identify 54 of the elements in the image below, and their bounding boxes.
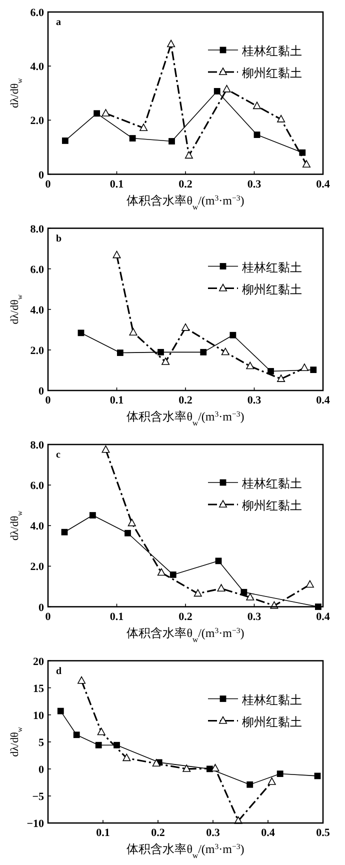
y-tick-label: 0 bbox=[38, 602, 44, 614]
y-tick-label: 2.0 bbox=[30, 561, 44, 574]
y-tick-label: 20 bbox=[33, 656, 44, 668]
x-tick-label: 0.2 bbox=[178, 178, 193, 190]
x-tick-label: 0.5 bbox=[316, 827, 330, 839]
y-tick-label: 0 bbox=[38, 764, 44, 776]
y-tick-label: 8.0 bbox=[30, 440, 44, 452]
legend-label: 柳州红黏土 bbox=[242, 498, 302, 512]
text: a bbox=[56, 17, 61, 28]
x-axis-title: 体积含水率θ$_{w}$/(m$^{3}$·m$^{−3}$) bbox=[126, 409, 244, 427]
x-tick-label: 0.2 bbox=[151, 827, 166, 839]
legend-label: 桂林红黏土 bbox=[241, 476, 302, 490]
x-axis-title: 体积含水率θ$_{w}$/(m$^{3}$·m$^{−3}$) bbox=[126, 192, 244, 211]
legend-label: 桂林红黏土 bbox=[241, 260, 302, 274]
x-tick-label: 0.1 bbox=[110, 394, 124, 406]
x-tick-label: 0.1 bbox=[110, 610, 124, 623]
text: d bbox=[56, 666, 62, 677]
y-tick-label: 6.0 bbox=[30, 264, 44, 276]
legend-label: 柳州红黏土 bbox=[242, 66, 302, 80]
y-tick-label: 10 bbox=[33, 710, 44, 722]
x-tick-label: 0.3 bbox=[247, 610, 262, 623]
text: c bbox=[56, 450, 61, 460]
x-tick-label: 0.2 bbox=[178, 394, 193, 406]
x-axis-title: 体积含水率θ$_{w}$/(m$^{3}$·m$^{−3}$) bbox=[126, 625, 244, 644]
y-tick-label: 4.0 bbox=[30, 520, 44, 533]
x-tick-label: 0.3 bbox=[247, 394, 262, 406]
x-tick-label: 0.1 bbox=[110, 178, 124, 190]
y-tick-label: 5 bbox=[38, 736, 44, 749]
y-tick-label: 2.0 bbox=[30, 344, 44, 357]
x-tick-label: 0.4 bbox=[261, 827, 276, 839]
text: b bbox=[56, 233, 62, 244]
x-tick-label: 0.1 bbox=[96, 827, 110, 839]
legend-label: 柳州红黏土 bbox=[242, 714, 302, 729]
y-tick-label: 0 bbox=[38, 386, 44, 398]
y-tick-label: 4.0 bbox=[30, 304, 44, 316]
y-tick-label: 0 bbox=[38, 169, 44, 182]
x-tick-label: 0.4 bbox=[316, 178, 330, 190]
y-tick-label: 8.0 bbox=[30, 223, 44, 236]
x-tick-label: 0.4 bbox=[316, 394, 330, 406]
x-tick-label: 0.3 bbox=[247, 178, 262, 190]
legend-label: 桂林红黏土 bbox=[241, 44, 302, 58]
y-tick-label: 6.0 bbox=[30, 7, 44, 19]
x-tick-label: 0.3 bbox=[206, 827, 220, 839]
y-tick-label: 15 bbox=[33, 682, 44, 695]
y-tick-label: 4.0 bbox=[30, 61, 44, 74]
x-tick-label: 0.4 bbox=[316, 610, 330, 623]
legend-label: 柳州红黏土 bbox=[242, 282, 302, 296]
y-tick-label: −5 bbox=[32, 790, 44, 803]
y-tick-label: 6.0 bbox=[30, 480, 44, 492]
y-tick-label: 2.0 bbox=[30, 115, 44, 128]
x-axis-title: 体积含水率θ$_{w}$/(m$^{3}$·m$^{−3}$) bbox=[126, 842, 244, 860]
legend-label: 桂林红黏土 bbox=[241, 692, 302, 707]
y-tick-label: −10 bbox=[26, 818, 44, 830]
x-tick-label: 0.2 bbox=[178, 610, 193, 623]
